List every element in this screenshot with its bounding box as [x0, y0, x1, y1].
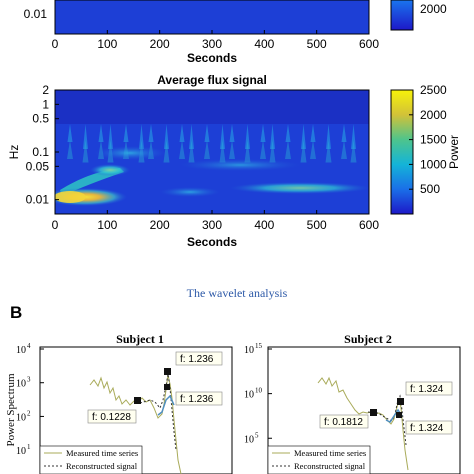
top-xtick-label: 600 — [359, 37, 379, 51]
heatmap-image — [55, 90, 369, 214]
subject2-datatip: f: 0.1812 — [319, 414, 369, 429]
subject1-peak-marker — [164, 384, 170, 390]
top-colorbar — [390, 0, 414, 31]
heatmap-ytick-label: 0.05 — [26, 159, 50, 173]
subject2-peak-marker — [396, 412, 402, 418]
heatmap-title: Average flux signal — [157, 73, 267, 87]
subject2-ytick-label: 10 — [244, 434, 254, 445]
colorbar-tick-label: 500 — [420, 182, 440, 196]
heatmap-xtick-label: 500 — [307, 218, 327, 232]
panel-b-letter: B — [10, 303, 22, 322]
svg-text:Reconstructed signal: Reconstructed signal — [66, 461, 138, 471]
svg-text:f: 1.324: f: 1.324 — [410, 384, 444, 395]
subject1-ytick-exponent: 4 — [27, 342, 31, 350]
subject2-ytick-exponent: 5 — [255, 431, 259, 439]
heatmap-ytick-label: 0.01 — [26, 193, 50, 207]
subject1-ytick-exponent: 3 — [27, 376, 31, 384]
subject1-datatip: f: 0.1228 — [87, 409, 137, 424]
subject2-ytick-exponent: 15 — [255, 342, 263, 350]
subject1-peak-marker — [134, 397, 141, 404]
svg-text:f: 1.324: f: 1.324 — [410, 423, 444, 434]
top-xtick-label: 500 — [307, 37, 327, 51]
subject1-ytick-label: 10 — [16, 446, 26, 457]
top-colorbar-tick: 2000 — [420, 2, 447, 16]
subject2-ytick-label: 10 — [244, 390, 254, 401]
subject1-ylabel: Power Spectrum — [5, 373, 17, 446]
heatmap-ylabel: Hz — [7, 145, 21, 160]
heatmap-xtick-label: 0 — [52, 218, 59, 232]
subject1-peak-marker — [164, 368, 171, 375]
subject2-legend: Measured time series Reconstructed signa… — [267, 445, 371, 474]
heatmap-ytick-label: 0.1 — [32, 145, 49, 159]
subject1-ytick-label: 10 — [16, 379, 26, 390]
subject2-datatip: f: 1.324 — [405, 381, 453, 396]
heatmap-ytick-label: 1 — [42, 97, 49, 111]
subject2-datatip: f: 1.324 — [405, 420, 453, 435]
top-panel: 0.01 0 100 200 300 400 500 600 Seconds 2000 — [24, 0, 447, 65]
heatmap-ytick-label: 0.5 — [32, 112, 49, 126]
subject1-ytick-label: 10 — [16, 412, 26, 423]
heatmap-xtick-label: 600 — [359, 218, 379, 232]
subject1-ytick-exponent: 2 — [27, 409, 31, 417]
subject1-datatip: f: 1.236 — [175, 351, 223, 366]
heatmap-xlabel: Seconds — [187, 235, 237, 249]
heatmap-xtick-label: 200 — [150, 218, 170, 232]
subject2-peak-marker — [370, 409, 377, 416]
svg-text:Reconstructed signal: Reconstructed signal — [294, 461, 366, 471]
top-xtick-label: 100 — [97, 37, 117, 51]
colorbar-tick-label: 2500 — [420, 83, 447, 97]
heatmap-colorbar — [390, 89, 414, 215]
subject1-title: Subject 1 — [116, 332, 164, 346]
heatmap-xtick-label: 400 — [254, 218, 274, 232]
heatmap-panel: Average flux signal 210.5 0.10.05 0.01 0 10… — [7, 73, 461, 249]
heatmap-xtick-label: 100 — [97, 218, 117, 232]
heatmap-ytick-label: 2 — [42, 83, 49, 97]
colorbar-tick-label: 2000 — [420, 108, 447, 122]
subject2-ytick-label: 10 — [244, 345, 254, 356]
top-xtick-label: 400 — [254, 37, 274, 51]
top-ytick-label: 0.01 — [24, 7, 48, 21]
svg-text:f: 1.236: f: 1.236 — [180, 354, 214, 365]
subject1-ytick-label: 10 — [16, 345, 26, 356]
subject2-peak-marker — [397, 398, 404, 405]
top-xlabel: Seconds — [187, 51, 237, 65]
top-xtick-label: 0 — [52, 37, 59, 51]
svg-text:Measured time series: Measured time series — [66, 448, 138, 458]
heatmap-xtick-label: 300 — [202, 218, 222, 232]
top-xtick-label: 200 — [150, 37, 170, 51]
figure-caption: The wavelet analysis — [187, 286, 288, 300]
subject2-title: Subject 2 — [344, 332, 392, 346]
svg-text:f: 0.1812: f: 0.1812 — [324, 417, 363, 428]
subject1-datatip: f: 1.236 — [175, 391, 223, 406]
svg-text:f: 0.1228: f: 0.1228 — [92, 412, 131, 423]
top-heatmap-strip — [55, 0, 369, 34]
subject2-ytick-exponent: 10 — [255, 387, 263, 395]
colorbar-tick-label: 1500 — [420, 133, 447, 147]
top-xtick-label: 300 — [202, 37, 222, 51]
subject1-legend: Measured time series Reconstructed signa… — [39, 445, 143, 474]
subject2-reconstructed-series — [367, 394, 407, 446]
subject1-ytick-exponent: 1 — [27, 443, 31, 451]
svg-text:f: 1.236: f: 1.236 — [180, 394, 214, 405]
svg-text:Measured time series: Measured time series — [294, 448, 366, 458]
colorbar-tick-label: 1000 — [420, 157, 447, 171]
colorbar-label: Power — [447, 135, 461, 169]
